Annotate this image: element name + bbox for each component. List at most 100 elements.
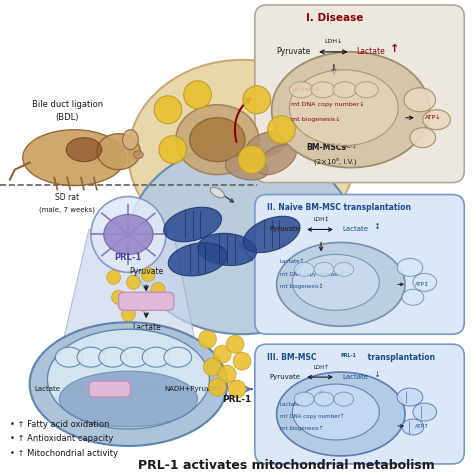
Text: PRL-1: PRL-1 bbox=[115, 253, 142, 262]
Text: (2×10⁶, I.V.): (2×10⁶, I.V.) bbox=[314, 158, 356, 165]
Ellipse shape bbox=[190, 118, 245, 162]
Ellipse shape bbox=[121, 307, 136, 321]
Ellipse shape bbox=[410, 128, 436, 148]
Text: BM-MSCs: BM-MSCs bbox=[306, 143, 346, 152]
Ellipse shape bbox=[277, 372, 405, 456]
Ellipse shape bbox=[99, 347, 127, 367]
Ellipse shape bbox=[198, 233, 257, 265]
Text: mt biogenesis↑: mt biogenesis↑ bbox=[280, 425, 323, 431]
Ellipse shape bbox=[238, 146, 266, 173]
Ellipse shape bbox=[66, 137, 102, 162]
Text: • ↑ Mitochondrial activity: • ↑ Mitochondrial activity bbox=[10, 449, 118, 458]
Ellipse shape bbox=[213, 345, 231, 363]
Text: I. Disease: I. Disease bbox=[306, 13, 364, 23]
Ellipse shape bbox=[127, 275, 140, 289]
Ellipse shape bbox=[142, 347, 170, 367]
Text: PRL-1 activates mitochondrial metabolism: PRL-1 activates mitochondrial metabolism bbox=[138, 459, 435, 473]
Polygon shape bbox=[55, 229, 202, 379]
Text: LDH↓: LDH↓ bbox=[325, 39, 343, 45]
Ellipse shape bbox=[91, 197, 166, 273]
Ellipse shape bbox=[199, 330, 216, 348]
Text: Lactate↑: Lactate↑ bbox=[280, 401, 305, 407]
Ellipse shape bbox=[243, 216, 300, 253]
Ellipse shape bbox=[137, 297, 150, 311]
Text: NADH+Pyruvate: NADH+Pyruvate bbox=[164, 386, 221, 392]
Ellipse shape bbox=[47, 329, 210, 429]
Text: PRL-1: PRL-1 bbox=[341, 353, 356, 358]
Ellipse shape bbox=[334, 263, 354, 276]
Text: ↑: ↑ bbox=[390, 44, 399, 54]
Text: Lactate↕: Lactate↕ bbox=[280, 259, 305, 264]
Text: Lactate↓: Lactate↓ bbox=[292, 87, 320, 92]
Ellipse shape bbox=[133, 151, 143, 159]
Ellipse shape bbox=[23, 130, 126, 185]
Text: PRL-1: PRL-1 bbox=[222, 394, 252, 403]
Ellipse shape bbox=[77, 347, 105, 367]
Ellipse shape bbox=[184, 81, 211, 109]
Text: Pyruvate: Pyruvate bbox=[276, 47, 310, 56]
Ellipse shape bbox=[277, 242, 405, 326]
Ellipse shape bbox=[333, 82, 356, 98]
Ellipse shape bbox=[292, 255, 379, 310]
Ellipse shape bbox=[397, 388, 423, 406]
Text: (BDL): (BDL) bbox=[55, 113, 79, 122]
Text: mt biogenesis↓: mt biogenesis↓ bbox=[292, 117, 341, 122]
Ellipse shape bbox=[210, 187, 225, 198]
Ellipse shape bbox=[203, 358, 221, 376]
FancyBboxPatch shape bbox=[255, 344, 464, 464]
Ellipse shape bbox=[402, 289, 424, 305]
Ellipse shape bbox=[314, 392, 334, 406]
Ellipse shape bbox=[226, 335, 244, 353]
Ellipse shape bbox=[272, 52, 430, 168]
Text: Lactate: Lactate bbox=[35, 386, 60, 392]
Ellipse shape bbox=[159, 136, 187, 164]
Ellipse shape bbox=[228, 380, 246, 398]
Ellipse shape bbox=[397, 258, 423, 276]
Text: Lactate: Lactate bbox=[356, 47, 385, 56]
Ellipse shape bbox=[243, 86, 271, 114]
Text: Lactate: Lactate bbox=[343, 374, 369, 380]
Text: ATP↕: ATP↕ bbox=[415, 282, 429, 287]
Text: • ↑ Antioxidant capacity: • ↑ Antioxidant capacity bbox=[10, 435, 113, 444]
Text: SD rat: SD rat bbox=[55, 193, 79, 202]
Ellipse shape bbox=[128, 145, 356, 334]
Text: Pyruvate: Pyruvate bbox=[269, 227, 300, 232]
Ellipse shape bbox=[164, 347, 191, 367]
Text: LDH↑: LDH↑ bbox=[313, 365, 329, 370]
Ellipse shape bbox=[233, 352, 251, 370]
Text: Pyruvate: Pyruvate bbox=[269, 374, 300, 380]
Text: Pyruvate: Pyruvate bbox=[129, 267, 164, 276]
Ellipse shape bbox=[290, 70, 398, 146]
Text: ↓: ↓ bbox=[373, 370, 380, 379]
Ellipse shape bbox=[226, 155, 268, 180]
Ellipse shape bbox=[314, 263, 334, 276]
Ellipse shape bbox=[111, 290, 126, 304]
Ellipse shape bbox=[55, 347, 83, 367]
Ellipse shape bbox=[164, 207, 221, 242]
Text: III. BM-MSC: III. BM-MSC bbox=[267, 353, 316, 362]
Ellipse shape bbox=[246, 131, 288, 158]
Ellipse shape bbox=[122, 130, 138, 150]
FancyBboxPatch shape bbox=[118, 292, 174, 310]
Text: ATP↓: ATP↓ bbox=[425, 115, 441, 120]
Ellipse shape bbox=[355, 82, 378, 98]
Ellipse shape bbox=[30, 322, 227, 446]
Ellipse shape bbox=[402, 419, 424, 435]
Ellipse shape bbox=[154, 96, 182, 124]
Text: Lactate: Lactate bbox=[132, 323, 161, 332]
Ellipse shape bbox=[107, 270, 120, 284]
Text: PDH: PDH bbox=[137, 297, 155, 306]
Text: Bile duct ligation: Bile duct ligation bbox=[32, 100, 103, 109]
Text: mt DNA copy number↕: mt DNA copy number↕ bbox=[280, 272, 344, 277]
Ellipse shape bbox=[413, 273, 437, 292]
Text: LDH: LDH bbox=[101, 384, 118, 393]
Ellipse shape bbox=[104, 215, 153, 255]
Text: PRL-1: PRL-1 bbox=[343, 144, 356, 149]
Ellipse shape bbox=[97, 134, 140, 170]
Ellipse shape bbox=[128, 60, 356, 249]
Ellipse shape bbox=[151, 283, 165, 296]
Ellipse shape bbox=[292, 384, 379, 440]
Text: (male, 7 weeks): (male, 7 weeks) bbox=[39, 206, 95, 213]
Ellipse shape bbox=[423, 110, 450, 130]
Text: transplantation: transplantation bbox=[365, 353, 436, 362]
